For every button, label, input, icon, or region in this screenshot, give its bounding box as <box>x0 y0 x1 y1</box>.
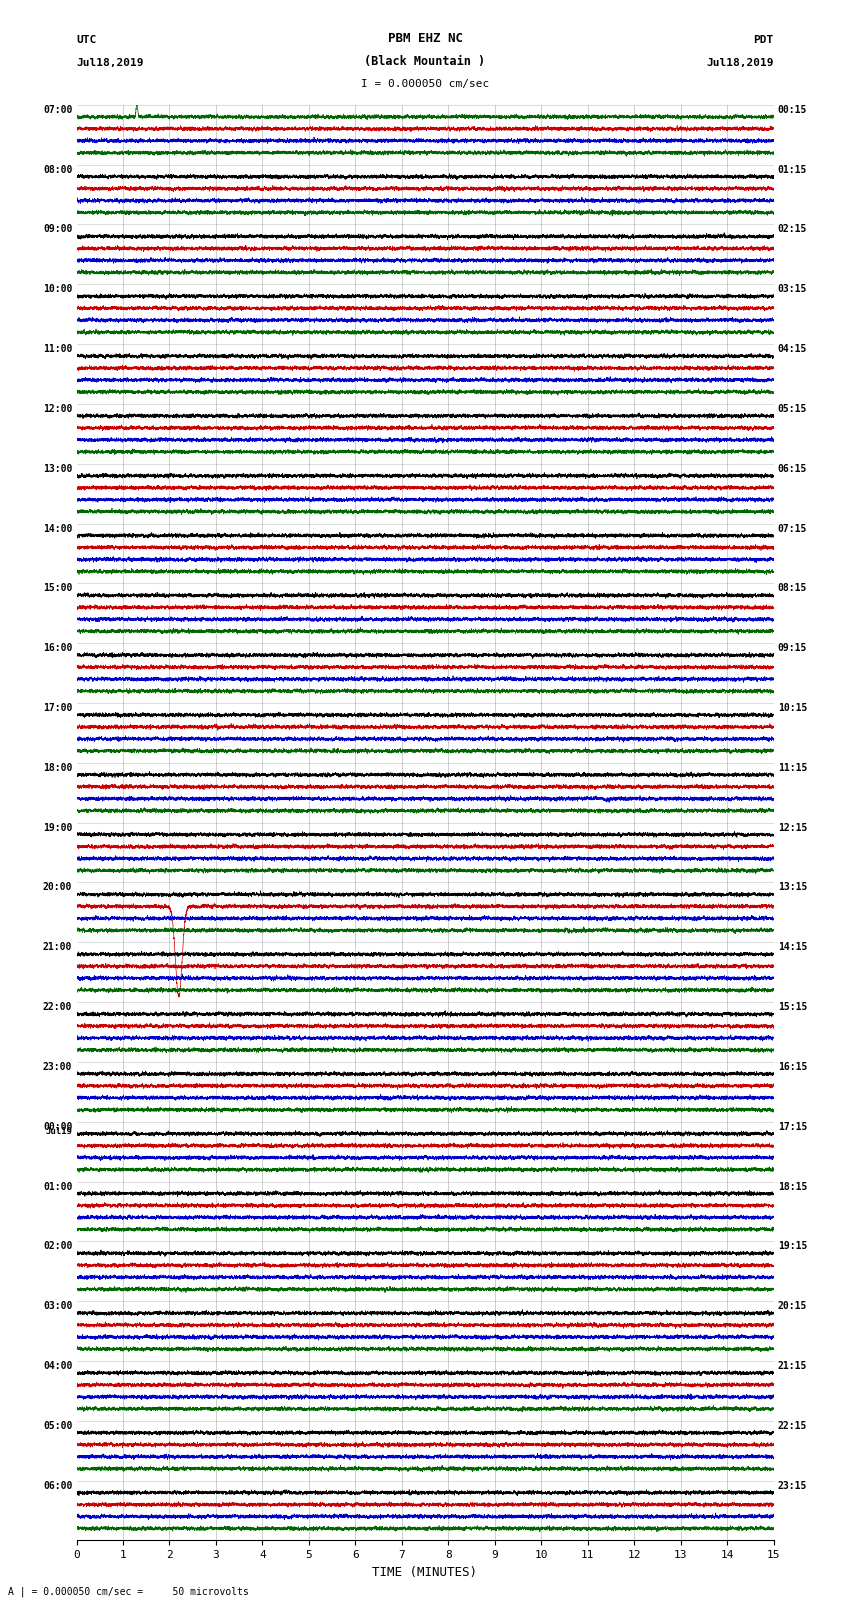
Text: 00:00: 00:00 <box>42 1121 72 1132</box>
Text: 22:15: 22:15 <box>778 1421 807 1431</box>
Text: Jul18,2019: Jul18,2019 <box>706 58 774 68</box>
Text: 22:00: 22:00 <box>42 1002 72 1011</box>
Text: 11:15: 11:15 <box>778 763 807 773</box>
Text: 02:15: 02:15 <box>778 224 807 234</box>
Text: 16:00: 16:00 <box>42 644 72 653</box>
Text: 10:00: 10:00 <box>42 284 72 294</box>
Text: 07:15: 07:15 <box>778 524 807 534</box>
Text: 17:00: 17:00 <box>42 703 72 713</box>
Text: 12:15: 12:15 <box>778 823 807 832</box>
Text: 18:00: 18:00 <box>42 763 72 773</box>
Text: 02:00: 02:00 <box>42 1242 72 1252</box>
Text: 06:00: 06:00 <box>42 1481 72 1490</box>
Text: 04:00: 04:00 <box>42 1361 72 1371</box>
Text: 23:00: 23:00 <box>42 1061 72 1073</box>
Text: 06:15: 06:15 <box>778 465 807 474</box>
Text: A | = 0.000050 cm/sec =     50 microvolts: A | = 0.000050 cm/sec = 50 microvolts <box>8 1586 249 1597</box>
Text: 05:15: 05:15 <box>778 403 807 415</box>
Text: 20:00: 20:00 <box>42 882 72 892</box>
Text: 03:00: 03:00 <box>42 1302 72 1311</box>
Text: 09:00: 09:00 <box>42 224 72 234</box>
Text: 04:15: 04:15 <box>778 344 807 355</box>
Text: 00:15: 00:15 <box>778 105 807 115</box>
Text: 13:00: 13:00 <box>42 465 72 474</box>
Text: 10:15: 10:15 <box>778 703 807 713</box>
Text: 03:15: 03:15 <box>778 284 807 294</box>
Text: 12:00: 12:00 <box>42 403 72 415</box>
Text: 21:15: 21:15 <box>778 1361 807 1371</box>
Text: (Black Mountain ): (Black Mountain ) <box>365 55 485 68</box>
Text: 21:00: 21:00 <box>42 942 72 952</box>
Text: 13:15: 13:15 <box>778 882 807 892</box>
Text: 17:15: 17:15 <box>778 1121 807 1132</box>
Text: 23:15: 23:15 <box>778 1481 807 1490</box>
Text: UTC: UTC <box>76 35 97 45</box>
Text: PDT: PDT <box>753 35 774 45</box>
Text: 15:15: 15:15 <box>778 1002 807 1011</box>
Text: 15:00: 15:00 <box>42 584 72 594</box>
Text: 14:15: 14:15 <box>778 942 807 952</box>
Text: 18:15: 18:15 <box>778 1181 807 1192</box>
Text: 14:00: 14:00 <box>42 524 72 534</box>
Text: 19:15: 19:15 <box>778 1242 807 1252</box>
Text: 09:15: 09:15 <box>778 644 807 653</box>
Text: PBM EHZ NC: PBM EHZ NC <box>388 32 462 45</box>
Text: 01:15: 01:15 <box>778 165 807 174</box>
Text: 07:00: 07:00 <box>42 105 72 115</box>
Text: 19:00: 19:00 <box>42 823 72 832</box>
Text: 20:15: 20:15 <box>778 1302 807 1311</box>
Text: 16:15: 16:15 <box>778 1061 807 1073</box>
Text: Jul19: Jul19 <box>45 1126 72 1136</box>
Text: 11:00: 11:00 <box>42 344 72 355</box>
Text: Jul18,2019: Jul18,2019 <box>76 58 144 68</box>
Text: 01:00: 01:00 <box>42 1181 72 1192</box>
Text: 08:00: 08:00 <box>42 165 72 174</box>
Text: I = 0.000050 cm/sec: I = 0.000050 cm/sec <box>361 79 489 89</box>
Text: 08:15: 08:15 <box>778 584 807 594</box>
X-axis label: TIME (MINUTES): TIME (MINUTES) <box>372 1566 478 1579</box>
Text: 05:00: 05:00 <box>42 1421 72 1431</box>
